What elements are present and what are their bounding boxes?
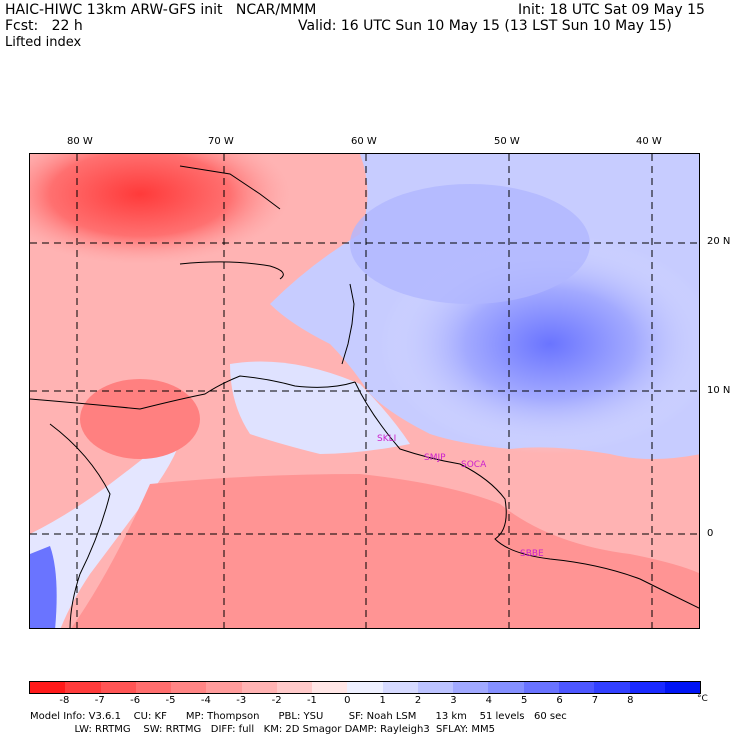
station-label-sbbe: SBBE [520, 549, 544, 559]
colorbar-swatch [347, 682, 383, 693]
station-label-smjp: SMJP [424, 453, 446, 463]
colorbar-tick-label: 4 [485, 695, 492, 706]
colorbar [29, 681, 701, 694]
model-info-line2: LW: RRTMG SW: RRTMG DIFF: full KM: 2D Sm… [30, 724, 495, 735]
colorbar-swatch [382, 682, 418, 693]
colorbar-swatch [312, 682, 348, 693]
lifted-index-field [30, 154, 699, 628]
colorbar-tick-label: -4 [200, 695, 211, 706]
colorbar-swatch [100, 682, 136, 693]
colorbar-swatch [453, 682, 489, 693]
colorbar-swatch [276, 682, 313, 693]
colorbar-tick-label: -1 [306, 695, 317, 706]
colorbar-tick-label: -6 [130, 695, 141, 706]
colorbar-tick-label: -7 [94, 695, 105, 706]
colorbar-swatch [523, 682, 559, 693]
lifted-index-map: SKLI SMJP SOCA SBBE [29, 153, 700, 629]
colorbar-tick-label: -2 [271, 695, 282, 706]
colorbar-tick-label: 1 [379, 695, 386, 706]
colorbar-swatch [664, 682, 701, 693]
colorbar-swatch [241, 682, 277, 693]
colorbar-tick-label: 3 [450, 695, 457, 706]
colorbar-tick-label: 5 [520, 695, 528, 706]
colorbar-tick-label: 7 [591, 695, 599, 706]
lon-label-50w: 50 W [494, 136, 520, 147]
colorbar-tick-label: 8 [627, 695, 634, 706]
lat-label-0: 0 [707, 528, 714, 539]
lon-label-70w: 70 W [208, 136, 234, 147]
colorbar-swatch [171, 682, 207, 693]
colorbar-swatch [135, 682, 172, 693]
colorbar-swatch [558, 682, 595, 693]
forecast-hour: Fcst: 22 h [5, 18, 83, 34]
station-label-soca: SOCA [461, 460, 487, 470]
colorbar-swatch [30, 682, 66, 693]
colorbar-swatch [488, 682, 524, 693]
colorbar-tick-label: -3 [236, 695, 247, 706]
field-name: Lifted index [5, 35, 82, 50]
valid-time: Valid: 16 UTC Sun 10 May 15 (13 LST Sun … [298, 18, 672, 34]
station-label-skli: SKLI [377, 434, 397, 444]
init-time: Init: 18 UTC Sat 09 May 15 [518, 2, 705, 18]
lon-label-40w: 40 W [636, 136, 662, 147]
colorbar-tick-label: -8 [59, 695, 70, 706]
colorbar-tick-label: 2 [414, 695, 422, 706]
colorbar-tick-label: -5 [165, 695, 176, 706]
model-title: HAIC-HIWC 13km ARW-GFS init NCAR/MMM [5, 2, 317, 18]
colorbar-swatch [594, 682, 630, 693]
colorbar-swatch [65, 682, 101, 693]
lat-label-10n: 10 N [707, 385, 731, 396]
lat-label-20n: 20 N [707, 236, 731, 247]
colorbar-swatch [206, 682, 242, 693]
lon-label-60w: 60 W [351, 136, 377, 147]
colorbar-swatch [417, 682, 454, 693]
colorbar-unit: °C [697, 694, 708, 704]
colorbar-swatch [629, 682, 665, 693]
colorbar-tick-label: 6 [556, 695, 563, 706]
lon-label-80w: 80 W [67, 136, 93, 147]
colorbar-tick-label: 0 [344, 695, 351, 706]
model-info-line1: Model Info: V3.6.1 CU: KF MP: Thompson P… [30, 711, 567, 722]
